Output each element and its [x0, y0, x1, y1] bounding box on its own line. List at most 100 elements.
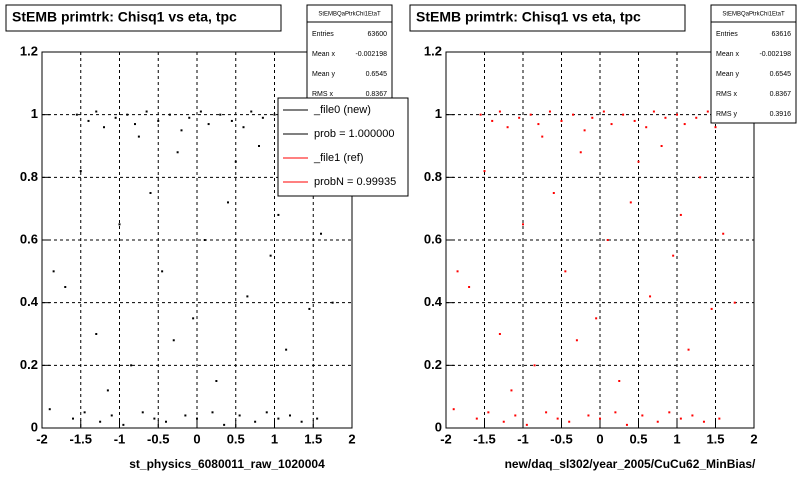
point	[130, 364, 133, 367]
y-tick-label: 0.4	[20, 294, 39, 309]
point	[188, 116, 191, 119]
point	[510, 389, 513, 392]
point	[652, 110, 655, 113]
point	[514, 414, 517, 417]
point	[456, 270, 459, 273]
legend-label: probN = 0.99935	[314, 176, 396, 188]
point	[106, 389, 109, 392]
title-box	[5, 4, 282, 32]
point	[176, 151, 179, 154]
point	[110, 414, 113, 417]
legend-label: prob = 1.000000	[314, 128, 394, 140]
point	[83, 411, 86, 414]
point	[215, 380, 218, 382]
point	[87, 119, 90, 122]
point	[134, 123, 136, 126]
point	[602, 110, 605, 113]
stats-value: 0.8367	[770, 91, 792, 98]
point	[491, 119, 494, 122]
point	[668, 411, 671, 414]
point	[192, 317, 195, 320]
point	[556, 417, 559, 420]
point	[273, 113, 276, 116]
point	[126, 113, 129, 116]
point	[498, 333, 501, 335]
point	[289, 414, 291, 417]
stats-label: RMS x	[312, 91, 334, 98]
point	[687, 348, 690, 351]
point	[575, 339, 578, 342]
point	[219, 113, 222, 116]
x-tick-label: 0	[596, 431, 603, 446]
stats-value: 63600	[368, 31, 388, 38]
point	[722, 232, 725, 235]
y-tick-label: 0.4	[424, 294, 443, 309]
point	[308, 307, 311, 310]
point	[137, 135, 140, 138]
point	[238, 414, 241, 417]
point	[649, 295, 652, 298]
plot-border	[445, 51, 755, 429]
x-tick-label: 1.5	[304, 431, 322, 446]
point	[103, 126, 105, 129]
point	[211, 411, 214, 414]
y-tick-label: 0.6	[20, 231, 38, 246]
stats-label: Mean x	[716, 51, 739, 58]
point	[637, 160, 640, 163]
point	[331, 301, 334, 304]
point	[258, 145, 260, 147]
point	[157, 119, 160, 122]
point	[579, 151, 582, 154]
stats-label: Entries	[716, 31, 738, 38]
y-tick-label: 0.8	[20, 169, 38, 184]
point	[487, 411, 490, 414]
point	[242, 126, 245, 129]
stats-value: 63616	[772, 31, 792, 38]
x-tick-label: -2	[36, 431, 48, 446]
point	[64, 286, 67, 288]
x-tick-label: -1	[517, 431, 529, 446]
point	[702, 420, 705, 423]
point	[506, 126, 509, 129]
stats-label: RMS y	[716, 111, 738, 118]
point	[230, 119, 233, 122]
x-tick-label: 1.5	[706, 431, 724, 446]
x-tick-label: 1	[271, 431, 278, 446]
point	[695, 116, 698, 119]
stats-label: Mean y	[716, 71, 739, 78]
y-tick-label: 0.2	[424, 357, 442, 372]
point	[560, 119, 563, 122]
x-tick-label: -2	[440, 431, 452, 446]
point	[583, 129, 586, 132]
point	[699, 176, 702, 179]
point	[316, 417, 319, 420]
chart-title: StEMB primtrk: Chisq1 vs eta, tpc	[12, 9, 237, 25]
point	[479, 113, 482, 116]
point	[165, 420, 167, 423]
stats-value: -0.002198	[759, 51, 791, 58]
point	[203, 239, 206, 241]
y-tick-label: 0.6	[424, 231, 442, 246]
point	[618, 380, 621, 382]
stats-value: 0.6545	[366, 71, 388, 78]
point	[141, 411, 144, 414]
y-tick-label: 1.2	[424, 43, 442, 58]
point	[285, 348, 288, 351]
point	[254, 420, 257, 423]
point	[564, 270, 567, 273]
y-tick-label: 1.2	[20, 43, 38, 58]
point	[518, 116, 521, 119]
point	[468, 286, 471, 288]
point	[645, 126, 648, 129]
point	[672, 254, 675, 257]
point	[475, 417, 478, 420]
point	[552, 192, 555, 194]
point	[246, 295, 249, 298]
point	[610, 123, 613, 126]
x-tick-label: -0.5	[147, 431, 169, 446]
point	[676, 113, 678, 116]
stats-box	[306, 4, 393, 104]
stats-value: 0.8367	[366, 91, 388, 98]
point	[541, 135, 544, 138]
plot-border	[41, 51, 353, 429]
